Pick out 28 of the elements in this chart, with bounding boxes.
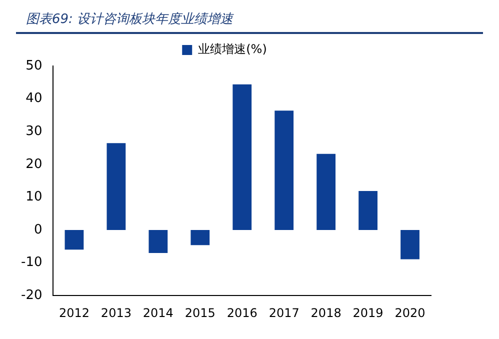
bar <box>358 190 378 230</box>
bar <box>190 230 210 246</box>
bar <box>148 230 168 253</box>
x-tick-label: 2020 <box>394 306 426 320</box>
bar <box>232 84 252 230</box>
y-tick-label: 10 <box>26 190 42 205</box>
bar <box>106 143 126 230</box>
x-tick-label: 2018 <box>310 306 342 320</box>
y-tick-label: -20 <box>21 288 42 303</box>
x-tick-label: 2014 <box>142 306 174 320</box>
bar <box>274 110 294 230</box>
x-tick-label: 2012 <box>58 306 90 320</box>
bar <box>316 154 336 230</box>
bar <box>400 230 420 260</box>
x-tick-label: 2013 <box>100 306 132 320</box>
x-tick-label: 2015 <box>184 306 216 320</box>
y-tick-label: 30 <box>26 124 42 139</box>
x-tick-label: 2017 <box>268 306 300 320</box>
y-tick-label: 0 <box>34 222 42 238</box>
legend-label: 业绩增速(%) <box>198 42 267 56</box>
y-tick-label: -10 <box>21 255 42 270</box>
y-tick-label: 50 <box>26 58 42 74</box>
chart-title: 图表69: 设计咨询板块年度业绩增速 <box>16 8 483 34</box>
x-tick-label: 2016 <box>226 306 258 320</box>
y-tick-label: 40 <box>26 91 42 106</box>
y-tick-label: 20 <box>26 156 42 172</box>
x-tick-label: 2019 <box>352 306 384 320</box>
bar <box>64 230 84 250</box>
